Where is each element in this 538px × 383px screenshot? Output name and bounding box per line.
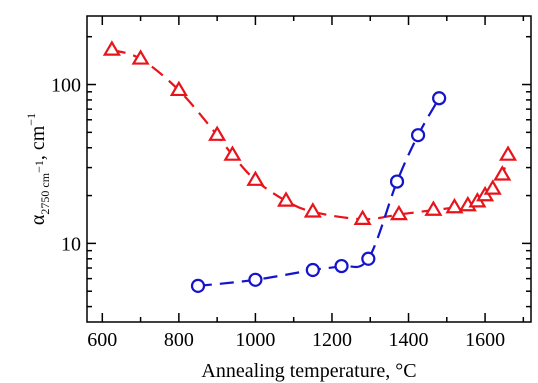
triangle-point xyxy=(445,197,464,214)
triangle-point xyxy=(483,179,502,195)
x-tick-label: 800 xyxy=(164,329,194,351)
triangle-point xyxy=(223,145,242,161)
series-0-line xyxy=(111,48,510,221)
x-tick-label: 1200 xyxy=(312,329,352,351)
axis-layer: 600 800 1000 1200 1400 1600 10 100 xyxy=(51,16,531,351)
triangle-point xyxy=(424,200,443,216)
y-tick-label: 100 xyxy=(51,75,81,97)
y-axis-separator: , xyxy=(27,150,49,160)
triangle-point xyxy=(169,80,188,97)
circle-point xyxy=(389,174,405,189)
circle-point xyxy=(410,128,426,143)
x-tick-label: 600 xyxy=(87,329,117,351)
y-axis-title: α2750 cm−1, cm−1 xyxy=(24,113,52,225)
circle-point xyxy=(248,272,263,287)
triangle-point xyxy=(246,170,265,186)
y-tick-label: 10 xyxy=(61,233,81,255)
x-axis-title: Annealing temperature, °C xyxy=(201,360,416,382)
x-tick-label: 1400 xyxy=(389,329,429,351)
triangle-point xyxy=(303,202,322,218)
plot-frame xyxy=(86,15,532,323)
y-axis-symbol: α xyxy=(27,214,49,225)
circle-point xyxy=(361,251,376,266)
series-1-line xyxy=(197,97,441,287)
plot-layer xyxy=(102,40,518,293)
triangle-point xyxy=(493,165,512,181)
triangle-point xyxy=(389,204,408,221)
y-axis-subscript: 2750 cm xyxy=(38,172,52,214)
x-tick-label: 1600 xyxy=(465,329,505,351)
circle-point xyxy=(305,262,320,278)
triangle-point xyxy=(208,125,227,141)
triangle-point xyxy=(498,145,518,161)
x-tick-label: 1000 xyxy=(235,329,275,351)
circle-point xyxy=(334,258,349,274)
triangle-point xyxy=(102,40,121,56)
circle-point xyxy=(432,91,447,106)
triangle-point xyxy=(276,191,296,207)
triangle-point xyxy=(131,49,150,65)
circle-point xyxy=(190,278,206,293)
y-axis-subscript-sup: −1 xyxy=(32,160,46,173)
y-axis-unit-sup: −1 xyxy=(24,113,38,126)
triangle-point xyxy=(353,209,372,225)
y-axis-unit: cm xyxy=(27,125,49,150)
